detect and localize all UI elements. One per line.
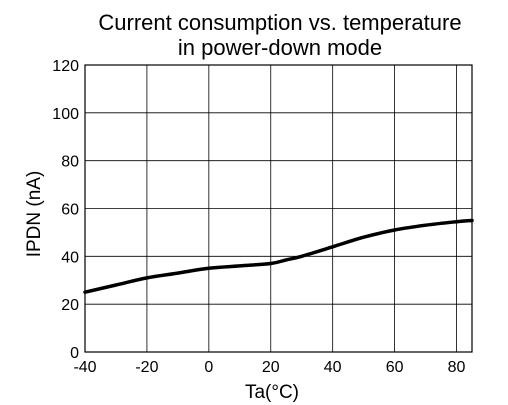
x-tick-label: 60 — [386, 359, 404, 376]
y-tick-label: 100 — [52, 106, 79, 123]
series-line — [83, 218, 474, 294]
x-tick-label: 20 — [262, 359, 280, 376]
x-tick-label: -20 — [135, 359, 158, 376]
x-tick-labels: -40 -20 0 20 40 60 80 — [73, 359, 465, 376]
y-tick-label: 40 — [61, 249, 79, 266]
y-tick-label: 120 — [52, 58, 79, 75]
y-tick-label: 80 — [61, 154, 79, 171]
x-tick-label: 40 — [324, 359, 342, 376]
y-axis-label: IPDN (nA) — [24, 171, 45, 258]
x-tick-label: 80 — [448, 359, 466, 376]
grid — [84, 64, 472, 353]
y-tick-label: 0 — [70, 345, 79, 362]
y-tick-label: 60 — [61, 202, 79, 219]
x-tick-label: 0 — [204, 359, 213, 376]
y-tick-label: 20 — [61, 297, 79, 314]
chart-title-line1: Current consumption vs. temperature — [98, 10, 461, 35]
chart-title-line2: in power-down mode — [178, 35, 382, 60]
plot-area-frame — [84, 64, 473, 353]
x-axis-label: Ta(°C) — [245, 382, 299, 403]
y-tick-labels: 0 20 40 60 80 100 120 — [52, 58, 79, 362]
data-line-layer — [83, 218, 474, 294]
x-tick-label: -40 — [73, 359, 96, 376]
